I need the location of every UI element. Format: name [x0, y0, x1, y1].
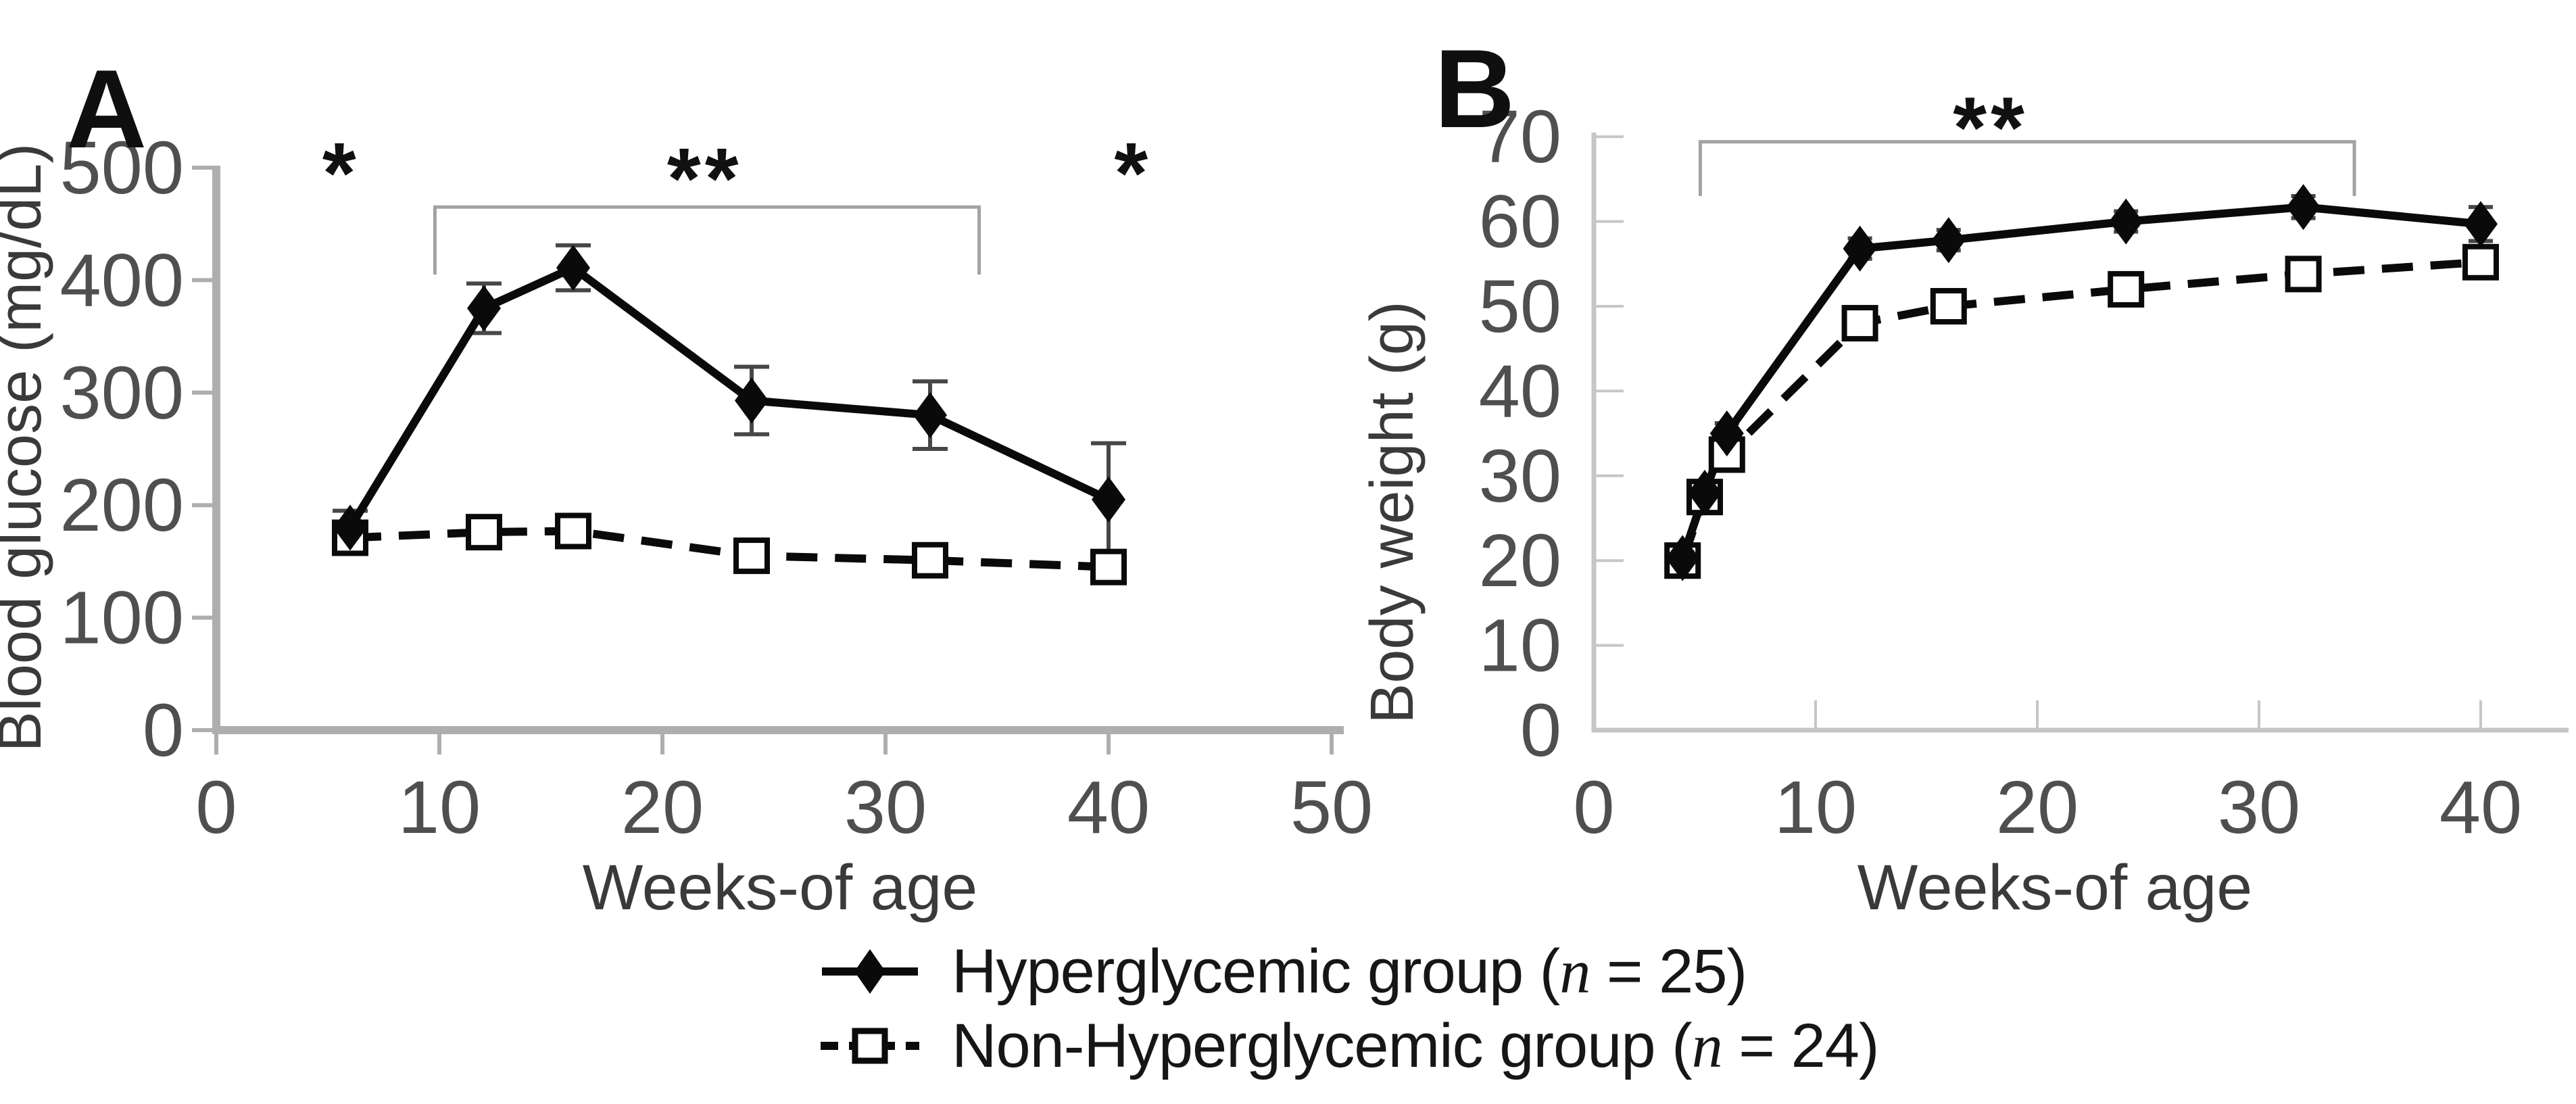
open-square-marker-body-weight-chart: [2108, 270, 2145, 308]
filled-diamond-marker-body-weight-chart: [2286, 184, 2320, 231]
legend-label-text: Hyperglycemic group (: [952, 937, 1560, 1006]
legend: Hyperglycemic group (n = 25) Non-Hypergl…: [819, 936, 1880, 1082]
legend-item-hyperglycemic: Hyperglycemic group (n = 25): [819, 936, 1879, 1007]
panel-label-body-weight-chart: B: [1434, 26, 1515, 151]
x-tick-label-body-weight-chart: 30: [2218, 766, 2300, 849]
significance-star-body-weight-chart: **: [1953, 79, 2028, 176]
legend-square-marker: [852, 1028, 888, 1064]
y-tick-label-blood-glucose-chart: 300: [59, 352, 184, 435]
open-square-marker-body-weight-chart: [2285, 256, 2322, 293]
y-tick-label-body-weight-chart: 20: [1479, 519, 1561, 602]
hyperglycemic-line-blood-glucose-chart: [346, 263, 1111, 530]
y-tick-label-blood-glucose-chart: 400: [59, 239, 184, 322]
open-square-marker-body-weight-chart: [1841, 305, 1878, 342]
significance-star-blood-glucose-chart: *: [1114, 125, 1152, 222]
filled-diamond-marker-body-weight-chart: [1709, 410, 1744, 457]
open-square-marker-blood-glucose-chart: [1090, 548, 1127, 585]
significance-star-blood-glucose-chart: *: [322, 125, 360, 222]
open-square-marker-body-weight-chart: [1930, 288, 1967, 325]
y-tick-label-body-weight-chart: 30: [1479, 435, 1561, 518]
x-tick-label-blood-glucose-chart: 50: [1290, 766, 1373, 849]
open-square-marker-blood-glucose-chart: [555, 512, 591, 550]
y-tick-label-body-weight-chart: 50: [1479, 265, 1561, 348]
x-tick-label-blood-glucose-chart: 10: [398, 766, 481, 849]
y-tick-label-blood-glucose-chart: 0: [143, 689, 184, 772]
y-tick-label-body-weight-chart: 70: [1479, 95, 1561, 178]
x-tick-label-body-weight-chart: 40: [2439, 766, 2522, 849]
x-tick-label-blood-glucose-chart: 0: [195, 766, 237, 849]
y-tick-label-blood-glucose-chart: 100: [59, 577, 184, 660]
x-tick-label-blood-glucose-chart: 40: [1067, 766, 1150, 849]
axes-body-weight-chart: [1591, 133, 2569, 733]
non-hyperglycemic-line-body-weight-chart: [1678, 258, 2481, 562]
axes-blood-glucose-chart: [212, 166, 1344, 734]
y-tick-label-blood-glucose-chart: 500: [59, 126, 184, 210]
x-tick-label-blood-glucose-chart: 20: [621, 766, 704, 849]
x-axis-title-body-weight-chart: Weeks-of age: [1857, 852, 2252, 923]
significance-bracket-blood-glucose-chart: [433, 205, 981, 275]
legend-label-non-hyperglycemic: Non-Hyperglycemic group (n = 24): [952, 1010, 1880, 1082]
filled-diamond-marker-body-weight-chart: [2109, 198, 2143, 245]
legend-diamond-marker: [854, 949, 885, 994]
y-axis-title-blood-glucose-chart: Blood glucose (mg/dL): [0, 143, 54, 752]
open-square-dashed-line-icon: [821, 1028, 919, 1064]
x-tick-label-body-weight-chart: 0: [1573, 766, 1614, 849]
filled-diamond-marker-blood-glucose-chart: [1092, 476, 1125, 523]
filled-diamond-marker-blood-glucose-chart: [556, 245, 590, 291]
legend-label-text: Non-Hyperglycemic group (: [952, 1011, 1693, 1080]
open-square-marker-blood-glucose-chart: [733, 537, 770, 575]
filled-diamond-marker-body-weight-chart: [2464, 201, 2498, 247]
y-tick-label-blood-glucose-chart: 200: [59, 464, 184, 547]
significance-star-blood-glucose-chart: **: [667, 130, 743, 227]
legend-n-symbol: n: [1691, 1011, 1723, 1080]
x-axis-title-blood-glucose-chart: Weeks-of age: [583, 852, 977, 923]
legend-label-text: = 24): [1722, 1011, 1879, 1080]
y-tick-label-body-weight-chart: 10: [1479, 604, 1561, 688]
legend-item-non-hyperglycemic: Non-Hyperglycemic group (n = 24): [819, 1010, 1880, 1082]
legend-label-hyperglycemic: Hyperglycemic group (n = 25): [952, 936, 1747, 1007]
x-tick-label-blood-glucose-chart: 30: [844, 766, 927, 849]
legend-n-symbol: n: [1559, 937, 1590, 1006]
x-tick-label-body-weight-chart: 10: [1774, 766, 1857, 849]
y-tick-label-body-weight-chart: 40: [1479, 350, 1561, 433]
open-square-marker-blood-glucose-chart: [466, 514, 502, 551]
x-tick-label-body-weight-chart: 20: [1996, 766, 2079, 849]
panel-label-blood-glucose-chart: A: [66, 47, 147, 171]
open-square-marker-body-weight-chart: [2462, 243, 2499, 281]
significance-bracket-body-weight-chart: [1698, 140, 2356, 196]
filled-diamond-marker-blood-glucose-chart: [735, 377, 769, 424]
open-square-marker-blood-glucose-chart: [912, 542, 948, 579]
filled-diamond-marker-body-weight-chart: [1688, 469, 1722, 516]
filled-diamond-marker-blood-glucose-chart: [913, 392, 947, 439]
y-axis-title-body-weight-chart: Body weight (g): [1359, 301, 1426, 723]
y-tick-label-body-weight-chart: 0: [1520, 689, 1561, 772]
filled-diamond-marker-body-weight-chart: [1931, 217, 1966, 264]
y-tick-label-body-weight-chart: 60: [1479, 181, 1561, 264]
filled-diamond-marker-blood-glucose-chart: [333, 504, 367, 551]
non-hyperglycemic-line-blood-glucose-chart: [349, 527, 1109, 571]
filled-diamond-marker-body-weight-chart: [1666, 535, 1700, 581]
filled-diamond-solid-line-icon: [822, 949, 918, 994]
legend-label-text: = 25): [1590, 937, 1747, 1006]
filled-diamond-marker-blood-glucose-chart: [467, 285, 501, 331]
filled-diamond-marker-body-weight-chart: [1843, 225, 1877, 272]
